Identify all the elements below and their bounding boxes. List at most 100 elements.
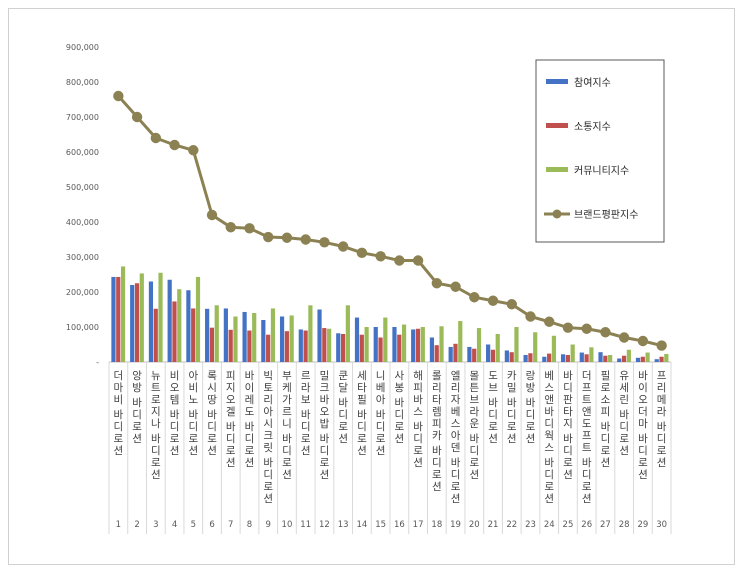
bar [490,349,496,362]
x-axis: 더 마 비 바 디 로 션 1 앙 방 바 디 로 션 2 뉴 트 로 지 나 바 디 로 션 3 비 오 템 바 디 로 션 4 아 비 노 바 디 로 션… [108,361,672,534]
category-index: 8 [247,520,252,530]
bar [228,329,233,362]
category-index: 10 [282,520,293,530]
category-index: 29 [637,520,648,530]
bar [635,357,641,362]
bar [252,313,257,362]
bar [359,334,364,362]
reputation-point [431,278,443,289]
category-index: 23 [525,520,536,530]
bar [570,344,575,362]
category-index: 13 [338,520,349,530]
y-tick-label: 500,000 [66,183,99,192]
brand-reputation-chart: - 100,000 200,000 300,000 400,000 500,000 600,… [66,43,672,534]
category-index: 9 [266,520,271,530]
bar [345,305,350,362]
bar [401,324,407,362]
bar [261,320,266,362]
bar [645,352,650,362]
bar [186,290,191,362]
bar [495,334,500,362]
reputation-point [581,323,592,334]
bar [336,333,341,362]
bar [266,334,271,362]
bar [195,276,201,362]
bar [284,331,289,362]
bar [223,308,228,362]
bar [659,356,664,362]
category-index: 15 [375,520,386,530]
reputation-point [600,327,611,338]
reputation-point [544,316,555,327]
bar [560,354,566,362]
bar [472,348,477,362]
legend-label: 소통지수 [574,121,611,133]
bar [476,328,482,362]
category-index: 18 [431,520,442,530]
reputation-point [506,299,517,310]
bar [617,358,622,362]
reputation-point [150,132,162,144]
reputation-point [131,111,143,123]
bar [322,328,327,362]
category-index: 6 [209,520,214,530]
bar [411,329,416,362]
bar [279,316,285,362]
bar [233,316,238,362]
bar [148,281,154,362]
category-index: 12 [319,520,330,530]
bar [664,353,669,362]
reputation-point [281,232,293,243]
reputation-point [300,234,311,245]
reputation-point [656,340,667,351]
y-tick-label: 700,000 [66,113,99,122]
bar [120,266,126,362]
bar [270,308,276,362]
category-index: 25 [563,520,574,530]
bar [434,345,439,362]
bar [420,327,425,362]
bar [415,328,421,362]
bar [654,359,659,362]
bar [608,355,613,362]
bar [621,355,627,362]
reputation-point [637,335,649,347]
reputation-point [469,292,480,303]
bar [158,272,163,362]
bar [167,279,172,362]
y-tick-label: 100,000 [66,323,99,332]
bar [298,329,303,362]
reputation-point [412,255,424,266]
reputation-point [263,231,274,243]
reputation-point [319,237,330,248]
bar [139,273,144,362]
bar [429,337,435,362]
reputation-point [356,247,368,258]
legend-label: 커뮤니티지수 [574,165,629,177]
category-index: 21 [488,520,499,530]
category-index: 7 [228,520,233,530]
y-tick-label: 300,000 [66,253,99,262]
bar [397,334,402,362]
bar [116,276,121,362]
bar [340,334,346,362]
bar [242,311,247,362]
bar [364,327,369,362]
bar [177,289,182,362]
